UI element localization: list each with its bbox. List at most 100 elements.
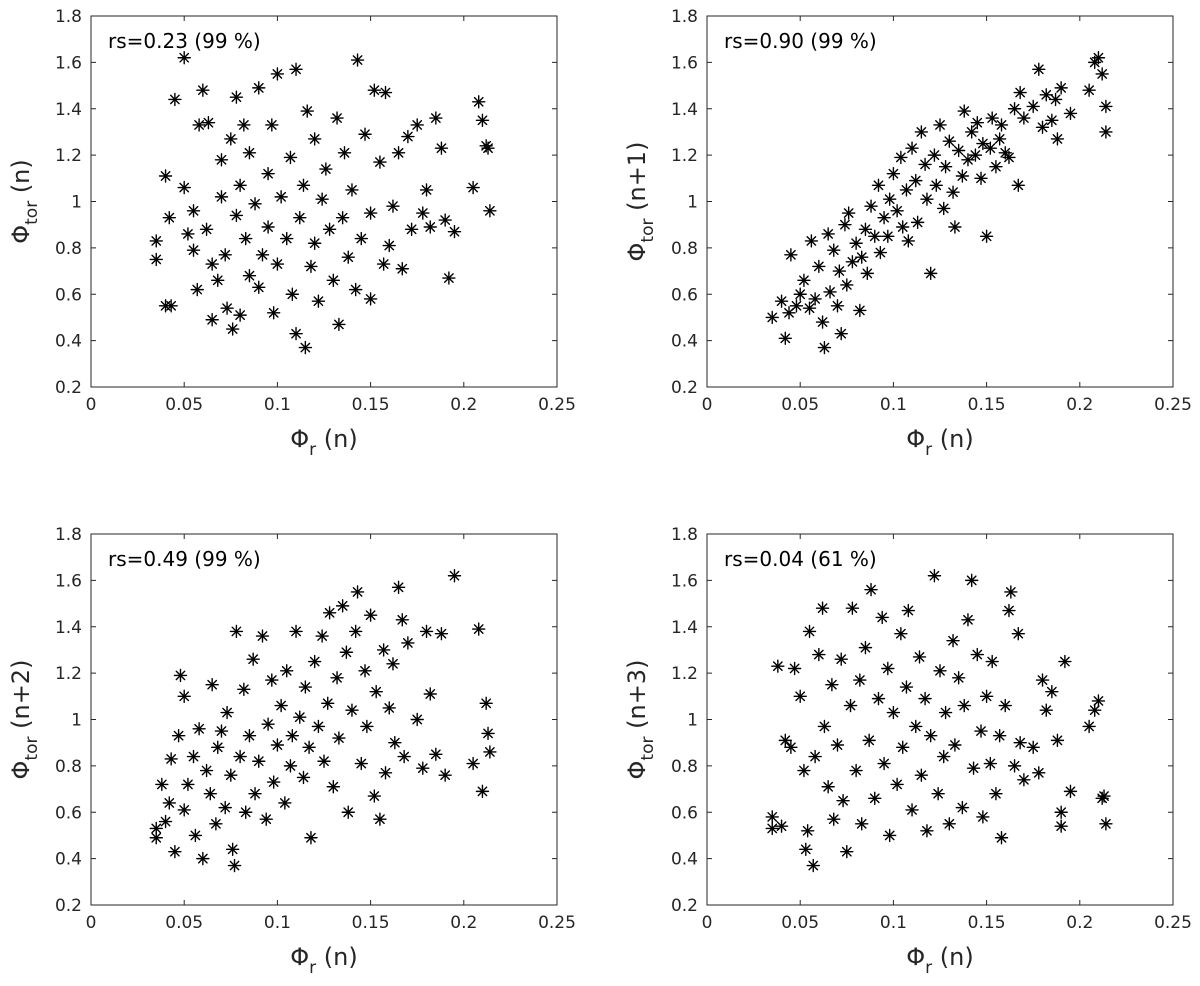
data-point (289, 624, 303, 639)
y-tick-label: 1.2 (671, 664, 698, 684)
x-tick-label: 0.15 (968, 913, 1006, 933)
data-point (252, 81, 266, 95)
data-point (983, 756, 998, 771)
y-tick-label: 0.2 (55, 378, 82, 398)
data-point (304, 259, 318, 274)
data-point (974, 171, 988, 186)
data-point (968, 148, 983, 162)
data-point (319, 162, 333, 176)
data-point (239, 231, 253, 246)
data-point (920, 192, 934, 206)
data-point (278, 796, 292, 810)
x-tick-label: 0.15 (968, 395, 1006, 415)
x-axis-label: Φr (n) (906, 425, 973, 460)
data-point (423, 220, 437, 234)
data-point (416, 206, 430, 220)
data-point (886, 166, 901, 181)
data-point (793, 689, 807, 704)
data-point (423, 687, 437, 701)
data-point (289, 62, 303, 77)
data-point (1088, 703, 1102, 717)
data-point (979, 229, 994, 243)
data-point (481, 141, 495, 155)
data-point (401, 636, 415, 650)
data-point (164, 299, 178, 313)
data-point (894, 150, 908, 165)
data-point (404, 222, 419, 237)
data-point (386, 657, 400, 671)
correlation-annotation: rs=0.49 (99 %) (108, 547, 261, 571)
x-tick-label: 0.05 (781, 913, 819, 933)
scatter-panel-4: 0 0.05 0.1 0.15 0.2 0.25 0.2 0.4 0.6 0.8 1 1.2 1.4 1.… (623, 525, 1192, 978)
y-tick-label: 1.8 (55, 7, 82, 27)
data-point (799, 842, 813, 857)
y-tick-label: 1 (687, 193, 698, 213)
data-point (466, 180, 480, 195)
data-point (1050, 733, 1065, 748)
data-point (307, 236, 322, 250)
data-point (946, 633, 960, 648)
data-point (877, 211, 891, 225)
data-point (1048, 92, 1063, 107)
x-tick-label: 0.1 (880, 395, 907, 415)
data-point (1082, 719, 1096, 734)
data-point (901, 234, 916, 248)
data-point (395, 613, 409, 627)
x-tick-label: 0.25 (1154, 913, 1192, 933)
data-point (341, 250, 355, 264)
data-point (1082, 83, 1096, 97)
x-tick-label: 0.25 (538, 913, 576, 933)
correlation-annotation: rs=0.04 (61 %) (724, 547, 877, 571)
y-tick-label: 1.6 (55, 53, 82, 73)
data-point (868, 791, 882, 806)
data-point (296, 770, 311, 785)
data-point (285, 729, 300, 743)
data-point (397, 749, 411, 764)
data-point (1032, 62, 1046, 77)
x-tick-label: 0.1 (264, 913, 291, 933)
data-point (862, 733, 876, 748)
y-tick-label: 1.2 (671, 146, 698, 166)
data-point (992, 132, 1007, 146)
data-point (853, 673, 867, 687)
data-point (289, 326, 303, 341)
y-axis-label: Φtor (n) (7, 159, 42, 244)
x-tick-label: 0.15 (352, 913, 390, 933)
data-point (765, 810, 779, 824)
data-point (948, 220, 962, 234)
data-point (220, 301, 234, 315)
data-point (224, 768, 238, 782)
data-point (302, 740, 316, 755)
data-point (434, 627, 449, 641)
data-point (896, 740, 910, 755)
data-point (296, 178, 311, 192)
y-axis-label: Φtor (n+2) (7, 660, 42, 780)
data-point (849, 763, 863, 778)
data-points (149, 569, 497, 873)
data-point (337, 146, 352, 160)
y-tick-label: 1 (71, 193, 82, 213)
data-point (929, 178, 943, 192)
data-point (246, 652, 260, 666)
data-point (315, 629, 329, 643)
y-tick-label: 1.4 (671, 100, 698, 120)
y-tick-label: 0.2 (671, 378, 698, 398)
data-point (274, 190, 288, 204)
data-point (162, 796, 176, 810)
data-point (363, 206, 378, 220)
y-tick-label: 1.8 (55, 525, 82, 545)
data-point (466, 756, 480, 771)
data-point (812, 647, 826, 662)
y-tick-label: 0.6 (55, 803, 82, 823)
data-point (994, 831, 1009, 845)
data-point (778, 331, 792, 346)
data-point (177, 51, 191, 65)
data-point (214, 190, 229, 204)
data-point (985, 111, 999, 125)
x-tick-label: 0.2 (450, 395, 477, 415)
data-point (1007, 759, 1022, 773)
data-point (937, 201, 951, 216)
data-point (304, 831, 318, 845)
data-point (360, 719, 374, 734)
